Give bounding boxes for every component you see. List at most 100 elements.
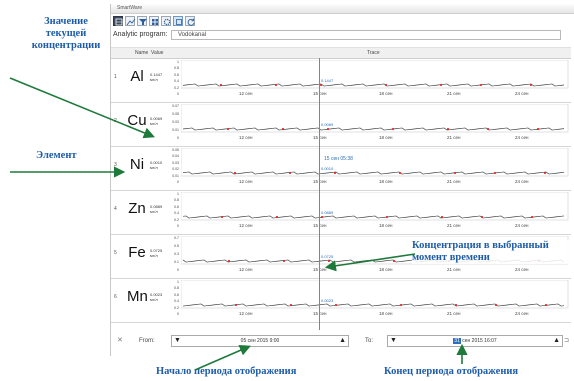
element-row-cu[interactable]: 2 Cu 0.0069 мг/л 0.07 0.05 0.03 0.01 0 0.0069 12 с… [111, 102, 571, 147]
callout-concentration-at-moment: Концентрация в выбранный момент времени [412, 240, 574, 265]
trace-marker [226, 127, 230, 131]
element-rows: 1 Al 0.1447 мг/л 1 0.8 0.6 0.4 0.2 0 0.1447 12 сен 1… [111, 58, 571, 330]
y-tick-label: 0 [177, 268, 179, 272]
from-next-icon[interactable]: ▲ [339, 337, 346, 344]
from-date-picker[interactable]: ▼ 05 сен 2015 9:00 ▲ [171, 335, 349, 347]
callout-current-concentration: Значение текущей концентрации [31, 16, 101, 52]
trace-marker [275, 215, 279, 219]
x-axis-label: 15 сен [313, 223, 327, 228]
element-value-number: 0.0889 [150, 204, 163, 209]
trace-marker [319, 83, 323, 87]
trace-chart[interactable]: 0.0069 12 сен 15 сен 18 сен 21 сен 24 сен [181, 104, 569, 140]
cursor-point-label: 0.0889 [321, 210, 334, 215]
trace-marker [281, 127, 285, 131]
trace-line [182, 303, 565, 307]
trace-marker [446, 127, 450, 131]
trace-line [182, 215, 565, 219]
to-date-day: 31 [453, 338, 461, 344]
x-axis-label: 24 сен [515, 135, 529, 140]
column-value-header[interactable]: Value [151, 50, 164, 56]
refresh-icon[interactable] [185, 16, 195, 26]
element-row-ni[interactable]: 3 Ni 0.0010 мг/л 0.05 0.04 0.03 0.02 0.01 0 0.0010… [111, 146, 571, 191]
trace-marker [493, 171, 497, 175]
cursor-icon[interactable] [173, 16, 183, 26]
element-symbol: Cu [127, 112, 147, 129]
callout-period-end: Конец периода отображения [384, 366, 519, 377]
element-value: 0.0889 мг/л [150, 204, 164, 214]
to-prev-icon[interactable]: ▼ [390, 337, 397, 344]
program-input[interactable]: Vodokanal [171, 30, 561, 40]
trace-marker [233, 171, 237, 175]
y-tick-label: 0.4 [174, 79, 179, 84]
chart-frame [181, 60, 569, 89]
trace-marker [220, 215, 224, 219]
chart-frame [181, 104, 569, 133]
x-axis-label: 12 сен [239, 223, 253, 228]
y-tick-label: 0.2 [174, 217, 179, 222]
trace-marker [536, 127, 540, 131]
grid-icon[interactable] [149, 16, 159, 26]
trace-line [182, 83, 565, 87]
element-value: 0.1447 мг/л [150, 72, 164, 82]
from-date-value: 05 сен 2015 9:00 [240, 338, 280, 344]
trace-chart[interactable]: 0.0023 12 сен 15 сен 18 сен 21 сен 24 сен [181, 280, 569, 316]
from-prev-icon[interactable]: ▼ [174, 337, 181, 344]
to-next-icon[interactable]: ▲ [553, 337, 560, 344]
window-title: SmartWare [117, 5, 143, 11]
to-date-value: сен 2015 16:07 [462, 338, 497, 344]
trace-chart[interactable]: 0.0010 12 сен 15 сен 18 сен 21 сен 24 сен [181, 148, 569, 184]
from-label: From: [139, 338, 155, 344]
to-date-picker[interactable]: ▼ 31 сен 2015 16:07 ▲ [387, 335, 563, 347]
trace-marker [334, 303, 338, 307]
element-value-number: 0.0023 [150, 292, 163, 297]
y-axis-ticks: 0.05 0.04 0.03 0.02 0.01 0 [164, 148, 180, 188]
element-value: 0.0725 мг/л [150, 248, 164, 258]
y-tick-label: 0.04 [172, 154, 179, 159]
program-label: Analytic program: [113, 31, 168, 38]
trace-marker [384, 83, 388, 87]
x-axis-label: 12 сен [239, 179, 253, 184]
period-bar: ✕ From: ▼ 05 сен 2015 9:00 ▲ To: ▼ 31 се… [111, 333, 574, 349]
element-row-mn[interactable]: 6 Mn 0.0023 мг/л 1 0.8 0.6 0.4 0.2 0 0.0023 12 сен 1… [111, 278, 571, 323]
column-name-header[interactable]: Name [135, 50, 149, 56]
x-axis-label: 21 сен [447, 91, 461, 96]
element-row-al[interactable]: 1 Al 0.1447 мг/л 1 0.8 0.6 0.4 0.2 0 0.1447 12 сен 1… [111, 58, 571, 103]
trace-marker [234, 303, 238, 307]
filter-icon[interactable] [137, 16, 147, 26]
trace-chart[interactable]: 0.1447 12 сен 15 сен 18 сен 21 сен 24 сен [181, 60, 569, 96]
y-tick-label: 0.02 [172, 167, 179, 172]
x-axis-label: 24 сен [515, 311, 529, 316]
y-tick-label: 0.7 [174, 236, 179, 240]
element-value-unit: мг/л [150, 121, 158, 126]
cursor-point-label: 0.0725 [321, 254, 334, 259]
trace-marker [544, 303, 548, 307]
y-tick-label: 0.01 [172, 173, 179, 178]
cursor-point-label: 0.0023 [321, 298, 334, 303]
time-cursor-line[interactable] [319, 58, 320, 330]
trace-line [182, 171, 565, 175]
trace-marker [227, 259, 231, 263]
y-axis-ticks: 1 0.8 0.6 0.4 0.2 0 [164, 192, 180, 232]
y-tick-label: 0.4 [174, 299, 179, 304]
x-axis-label: 18 сен [379, 311, 393, 316]
chart-frame [181, 280, 569, 309]
y-tick-label: 0.05 [172, 148, 179, 152]
settings-icon[interactable] [161, 16, 171, 26]
chart-icon[interactable] [125, 16, 136, 26]
x-axis-label: 24 сен [515, 179, 529, 184]
trace-marker [333, 171, 337, 175]
y-tick-label: 0.01 [172, 128, 179, 132]
column-trace-header[interactable]: Trace [367, 50, 380, 56]
element-value-unit: мг/л [150, 165, 158, 170]
element-row-zn[interactable]: 4 Zn 0.0889 мг/л 1 0.8 0.6 0.4 0.2 0 0.0889 12 сен 1… [111, 190, 571, 235]
close-icon[interactable]: ✕ [117, 337, 123, 344]
table-icon[interactable] [113, 16, 123, 26]
pin-icon[interactable]: ⊐ [563, 338, 569, 344]
to-label: To: [365, 338, 374, 344]
x-axis-label: 24 сен [515, 223, 529, 228]
y-axis-ticks: 0.7 0.5 0.3 0.1 0 [164, 236, 180, 276]
trace-chart[interactable]: 0.0889 12 сен 15 сен 18 сен 21 сен 24 сен [181, 192, 569, 228]
trace-marker [479, 83, 483, 87]
x-axis-label: 15 сен [313, 179, 327, 184]
x-axis-label: 21 сен [447, 179, 461, 184]
